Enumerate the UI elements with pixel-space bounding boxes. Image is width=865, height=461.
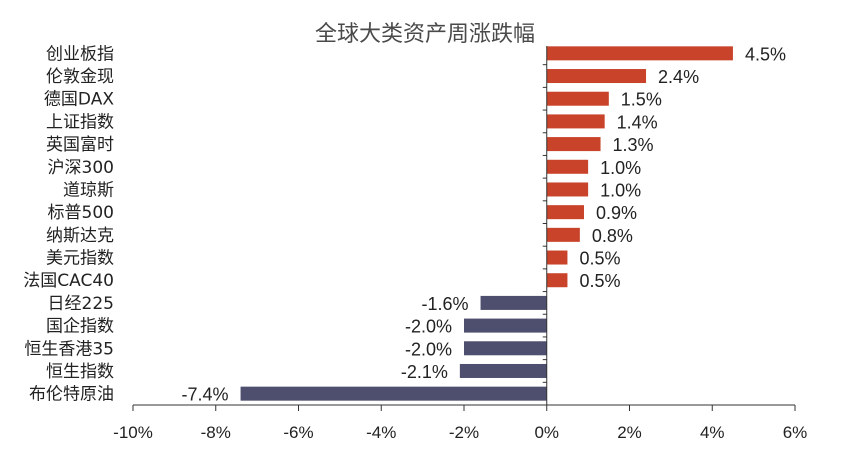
category-label: 伦敦金现 xyxy=(46,67,114,87)
bar xyxy=(464,341,547,356)
category-label: 恒生指数 xyxy=(46,362,114,382)
category-label: 恒生香港35 xyxy=(24,339,114,359)
category-label: 标普500 xyxy=(48,203,114,223)
bar xyxy=(546,69,647,84)
bar xyxy=(546,250,568,265)
category-label: 日经225 xyxy=(48,294,114,314)
bar xyxy=(546,205,584,220)
value-label: 1.3% xyxy=(613,135,654,155)
value-label: -1.6% xyxy=(422,294,469,314)
category-label: 沪深300 xyxy=(48,158,114,178)
value-label: -2.0% xyxy=(405,317,452,337)
value-label: -2.0% xyxy=(405,339,452,359)
x-tick-label: 4% xyxy=(700,423,725,442)
category-label: 纳斯达克 xyxy=(46,226,114,246)
value-label: 1.5% xyxy=(621,90,662,110)
bars-group xyxy=(240,46,733,401)
value-label: 1.4% xyxy=(617,112,658,132)
category-label: 布伦特原油 xyxy=(29,385,114,405)
x-tick-label: -10% xyxy=(113,423,153,442)
category-label: 道琼斯 xyxy=(63,180,114,200)
x-axis-ticks: -10% -8% -6% -4% -2% 0% 2% 4% 6% xyxy=(113,405,807,442)
bar xyxy=(546,46,733,61)
bar xyxy=(240,386,547,401)
value-label: 1.0% xyxy=(600,180,641,200)
chart-title: 全球大类资产周涨跌幅 xyxy=(315,22,535,47)
bar xyxy=(546,137,601,152)
bar xyxy=(546,273,568,288)
bar xyxy=(546,114,605,129)
value-label: -2.1% xyxy=(401,362,448,382)
x-tick-label: -8% xyxy=(201,423,231,442)
category-label: 创业板指 xyxy=(46,44,114,64)
category-label: 德国DAX xyxy=(44,90,114,110)
x-tick-label: 2% xyxy=(617,423,642,442)
x-tick-label: 0% xyxy=(534,423,559,442)
value-label: -7.4% xyxy=(182,385,229,405)
value-label: 1.0% xyxy=(600,158,641,178)
bar xyxy=(546,91,609,106)
bar xyxy=(546,159,589,174)
bar xyxy=(480,295,547,310)
value-label: 0.5% xyxy=(579,271,620,291)
bar xyxy=(546,182,589,197)
value-label: 0.9% xyxy=(596,203,637,223)
value-labels: 4.5% 2.4% 1.5%1.4% 1.3% 1.0%1.0% 0.9% 0.8% 0.5%… xyxy=(182,44,786,404)
x-tick-label: -4% xyxy=(366,423,396,442)
category-label: 美元指数 xyxy=(46,249,114,269)
value-label: 2.4% xyxy=(658,67,699,87)
category-label: 英国富时 xyxy=(46,135,114,155)
category-label: 上证指数 xyxy=(46,112,114,132)
bar xyxy=(459,363,547,378)
value-label: 4.5% xyxy=(745,44,786,64)
x-tick-label: 6% xyxy=(783,423,808,442)
bar xyxy=(546,227,580,242)
category-label: 法国CAC40 xyxy=(23,271,114,291)
category-label: 国企指数 xyxy=(46,317,114,337)
bar xyxy=(464,318,547,333)
x-tick-label: -2% xyxy=(449,423,479,442)
x-tick-label: -6% xyxy=(283,423,313,442)
value-label: 0.5% xyxy=(579,249,620,269)
value-label: 0.8% xyxy=(592,226,633,246)
